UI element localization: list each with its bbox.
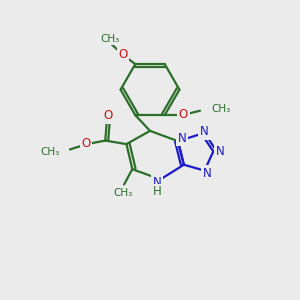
Text: O: O [178, 108, 188, 121]
Text: N: N [153, 176, 162, 190]
Text: O: O [118, 48, 128, 61]
Text: N: N [177, 132, 186, 145]
Text: CH₃: CH₃ [211, 104, 230, 114]
Text: CH₃: CH₃ [113, 188, 132, 198]
Text: N: N [203, 167, 212, 180]
Text: O: O [103, 109, 112, 122]
Text: N: N [215, 145, 224, 158]
Text: O: O [82, 137, 91, 150]
Text: H: H [152, 185, 161, 198]
Text: CH₃: CH₃ [100, 34, 120, 44]
Text: N: N [200, 125, 209, 138]
Text: CH₃: CH₃ [40, 147, 60, 158]
